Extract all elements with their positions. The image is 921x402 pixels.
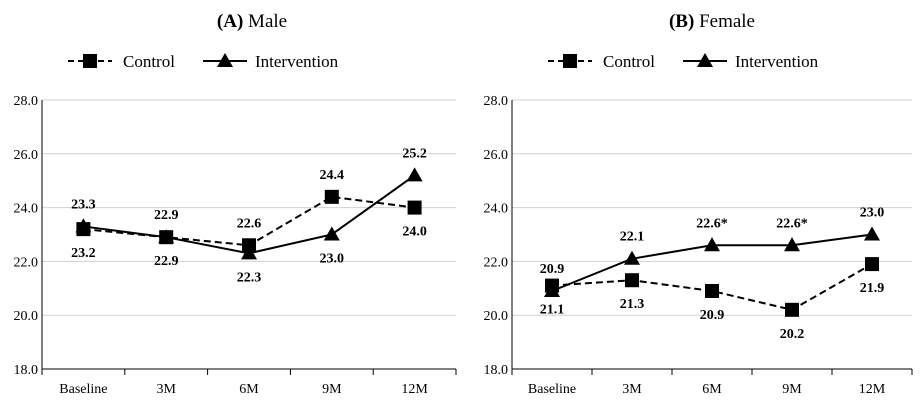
data-point-control xyxy=(865,257,879,272)
data-label: 20.9 xyxy=(700,308,725,323)
data-point-control xyxy=(705,283,719,298)
x-tick-label: 9M xyxy=(782,382,802,397)
data-point-control xyxy=(785,302,799,317)
data-label: 22.1 xyxy=(620,230,645,245)
legend-control-label: Control xyxy=(603,52,655,71)
data-point-intervention xyxy=(624,250,640,265)
x-tick-label: Baseline xyxy=(59,382,107,397)
data-point-control xyxy=(242,238,256,253)
y-tick-label: 28.0 xyxy=(484,94,509,109)
legend-intervention-marker xyxy=(697,53,713,67)
y-tick-label: 22.0 xyxy=(484,255,509,270)
data-label: 22.9 xyxy=(154,208,179,223)
legend: Control Intervention xyxy=(548,52,819,71)
data-point-intervention xyxy=(75,218,92,233)
data-label: 20.2 xyxy=(780,327,805,342)
y-tick-label: 20.0 xyxy=(484,309,509,324)
data-label: 21.9 xyxy=(860,281,885,296)
data-point-control xyxy=(625,273,639,288)
chart-panel-b: (B) Female Control Intervention 18.0 20.0 22.… xyxy=(484,11,913,397)
data-point-intervention xyxy=(323,226,340,241)
y-tick-label: 26.0 xyxy=(14,148,39,163)
x-tick-label: Baseline xyxy=(528,382,576,397)
data-point-intervention xyxy=(406,167,423,182)
data-label: 21.3 xyxy=(620,297,645,312)
legend-intervention-label: Intervention xyxy=(735,52,819,71)
y-tick-label: 24.0 xyxy=(484,202,509,217)
data-label: 23.0 xyxy=(860,206,885,221)
x-tick-label: 12M xyxy=(859,382,886,397)
series-intervention: 20.9 22.1 22.6* 22.6* 23.0 xyxy=(540,206,885,297)
data-point-intervention xyxy=(784,237,800,252)
panel-title: (A) Male xyxy=(217,11,287,32)
y-tick-label: 18.0 xyxy=(14,363,39,378)
data-point-intervention xyxy=(241,245,257,260)
legend-control-marker xyxy=(83,54,97,68)
legend-intervention-label: Intervention xyxy=(255,52,339,71)
y-tick-label: 24.0 xyxy=(14,202,39,217)
data-label: 25.2 xyxy=(402,146,427,161)
panel-letter: (A) xyxy=(217,11,243,32)
y-tick-label: 28.0 xyxy=(14,94,39,109)
legend: Control Intervention xyxy=(68,52,339,71)
legend-control-marker xyxy=(563,54,577,68)
series-control: 21.1 21.3 20.9 20.2 21.9 xyxy=(540,257,885,342)
panel-title-text: Male xyxy=(243,11,287,32)
x-tick-label: 9M xyxy=(322,382,342,397)
data-label: 24.0 xyxy=(402,225,427,240)
legend-control-label: Control xyxy=(123,52,175,71)
x-tick-label: 3M xyxy=(622,382,642,397)
y-tick-label: 18.0 xyxy=(484,363,509,378)
panel-title: (B) Female xyxy=(669,11,755,32)
data-point-intervention xyxy=(864,226,880,241)
x-tick-label: 6M xyxy=(702,382,722,397)
data-label: 23.3 xyxy=(71,197,96,212)
data-label: 22.6* xyxy=(776,216,808,231)
data-point-control xyxy=(407,200,422,215)
legend-intervention-marker xyxy=(217,53,233,67)
chart-panel-a: (A) Male Control Intervention 18.0 20.0 22.0 2… xyxy=(14,11,457,397)
data-point-control xyxy=(324,189,339,204)
data-label: 20.9 xyxy=(540,262,565,277)
series-intervention: 23.3 22.9 22.3 23.0 25.2 xyxy=(71,146,427,285)
panel-title-text: Female xyxy=(694,11,755,32)
data-label: 22.9 xyxy=(154,254,179,269)
data-label: 23.2 xyxy=(71,246,96,261)
data-label: 22.6 xyxy=(237,216,262,231)
x-tick-label: 12M xyxy=(401,382,428,397)
data-label: 23.0 xyxy=(320,252,345,267)
panel-letter: (B) xyxy=(669,11,694,32)
data-point-intervention xyxy=(544,282,560,297)
data-label: 22.3 xyxy=(237,270,262,285)
x-tick-label: 6M xyxy=(239,382,259,397)
x-tick-label: 3M xyxy=(156,382,176,397)
y-tick-label: 26.0 xyxy=(484,148,509,163)
data-point-intervention xyxy=(158,229,175,244)
data-label: 21.1 xyxy=(540,303,565,318)
data-point-intervention xyxy=(704,237,720,252)
y-tick-label: 22.0 xyxy=(14,255,39,270)
data-label: 24.4 xyxy=(320,168,345,183)
data-label: 22.6* xyxy=(696,216,728,231)
y-tick-label: 20.0 xyxy=(14,309,39,324)
